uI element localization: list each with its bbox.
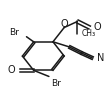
- Text: O: O: [94, 22, 101, 32]
- Text: Br: Br: [9, 28, 19, 37]
- Text: CH₃: CH₃: [81, 29, 96, 38]
- Text: N: N: [97, 53, 105, 63]
- Text: O: O: [61, 19, 68, 29]
- Text: O: O: [8, 65, 15, 75]
- Text: Br: Br: [51, 79, 61, 88]
